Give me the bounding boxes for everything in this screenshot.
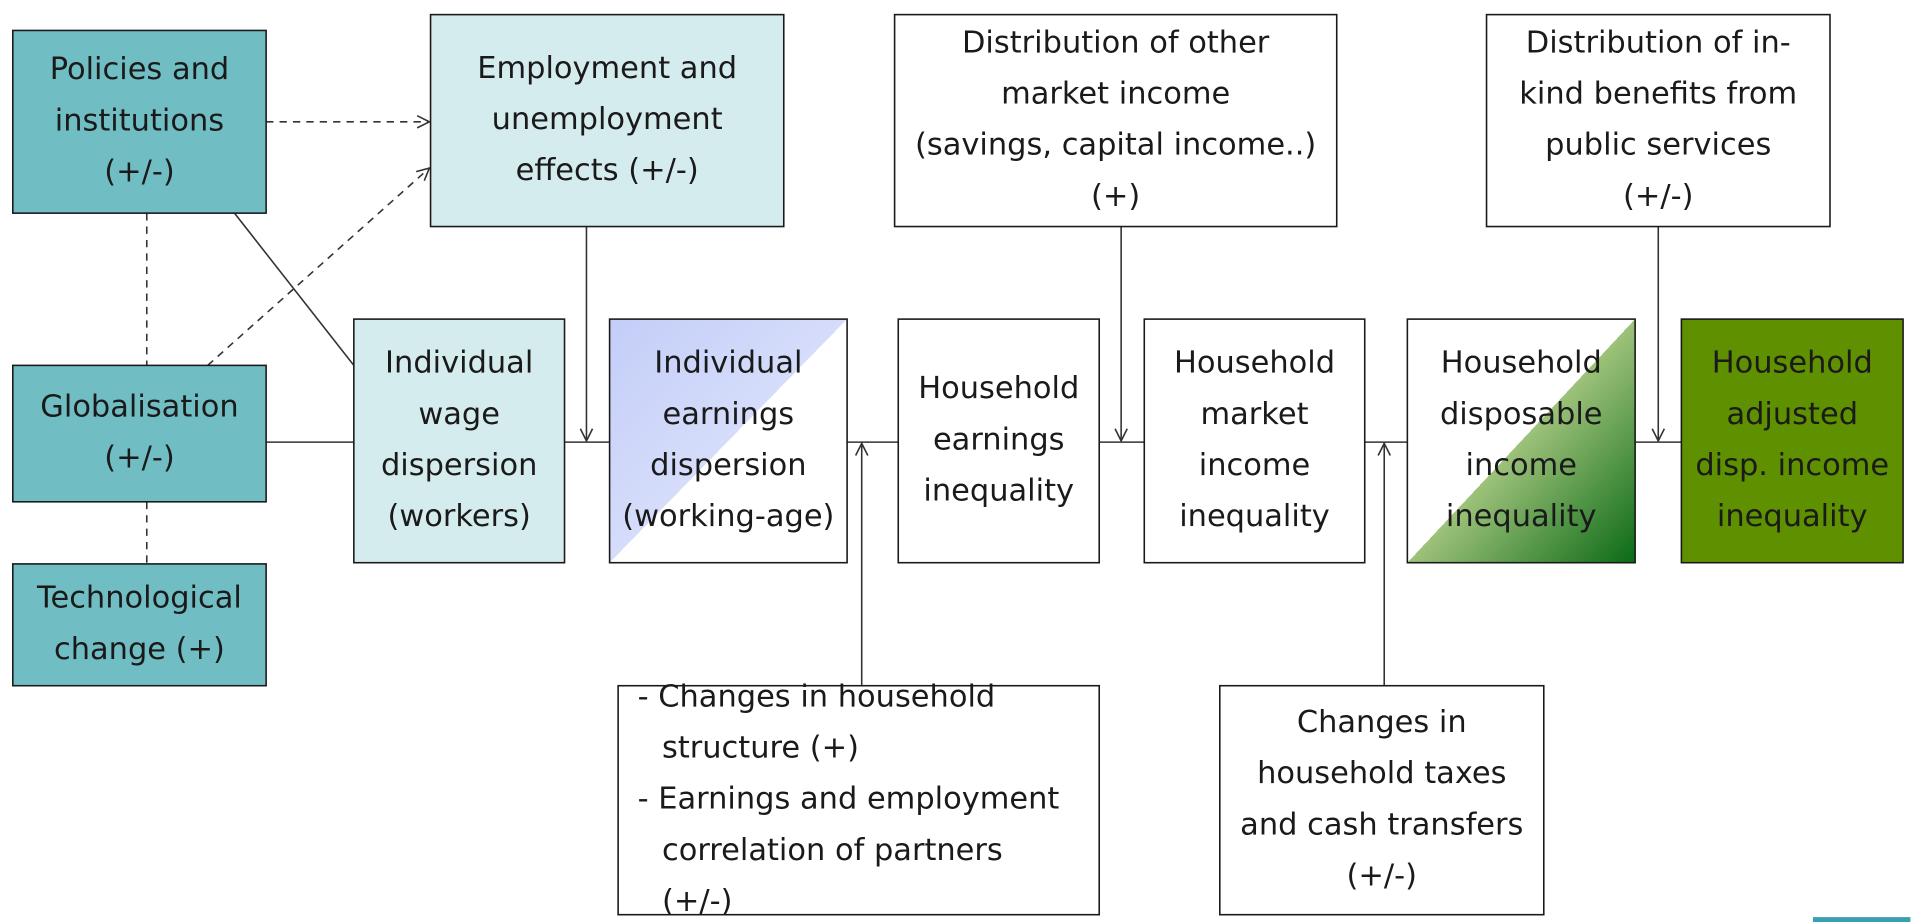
node-label: disp. income bbox=[1695, 448, 1889, 483]
node: Individual wage dispersion (workers) bbox=[353, 318, 566, 564]
node: Technological change (+) bbox=[12, 563, 267, 687]
connectors bbox=[145, 122, 1682, 686]
node-label: adjusted bbox=[1726, 397, 1858, 432]
node-label: (workers) bbox=[387, 499, 530, 534]
node-label: Distribution of other bbox=[962, 25, 1270, 60]
node-label: - Changes in household bbox=[638, 679, 996, 714]
node-label: change (+) bbox=[54, 632, 225, 667]
node-label: Individual bbox=[654, 346, 802, 381]
node-label: (savings, capital income..) bbox=[915, 128, 1316, 163]
node-label: Employment and bbox=[477, 51, 737, 86]
node-box bbox=[12, 29, 267, 214]
node-label: correlation of partners bbox=[662, 833, 1003, 868]
node-label: kind benefits from bbox=[1519, 77, 1797, 112]
node-label: structure (+) bbox=[662, 731, 859, 766]
node-label: market income bbox=[1001, 77, 1230, 112]
node: Household market income inequality bbox=[1143, 318, 1366, 564]
node-label: Household bbox=[1441, 346, 1602, 381]
node-label: earnings bbox=[933, 422, 1065, 457]
connector bbox=[233, 212, 355, 366]
node-box bbox=[12, 364, 267, 503]
node-label: inequality bbox=[1446, 499, 1597, 534]
node: Employment and unemployment effects (+/-) bbox=[429, 13, 785, 228]
node-box bbox=[1219, 684, 1545, 916]
node-label: Household bbox=[918, 371, 1079, 406]
node-label: effects (+/-) bbox=[516, 153, 699, 188]
node-label: Policies and bbox=[50, 52, 230, 87]
node-box bbox=[1680, 318, 1904, 564]
node-label: Household bbox=[1712, 346, 1873, 381]
node-label: and cash transfers bbox=[1240, 807, 1523, 842]
node-label: (+/-) bbox=[1623, 179, 1694, 214]
node: Changes in household taxes and cash transf… bbox=[1219, 684, 1545, 916]
node-label: Globalisation bbox=[40, 390, 238, 425]
node-label: inequality bbox=[1179, 499, 1330, 534]
node-box bbox=[1485, 13, 1831, 228]
node-label: inequality bbox=[923, 474, 1074, 509]
node-box bbox=[608, 318, 848, 564]
node: Distribution of other market income (savin… bbox=[893, 13, 1338, 228]
node-label: market bbox=[1200, 397, 1308, 432]
node: Globalisation (+/-) bbox=[12, 364, 267, 503]
node-label: household taxes bbox=[1257, 756, 1506, 791]
node-box bbox=[12, 563, 267, 687]
node: Individual earnings dispersion (working-age… bbox=[608, 318, 848, 564]
node-box bbox=[353, 318, 566, 564]
node: Distribution of in-kind benefits from pub… bbox=[1485, 13, 1831, 228]
node-label: earnings bbox=[663, 397, 795, 432]
node-label: institutions bbox=[55, 103, 224, 138]
node: Household disposable income inequality bbox=[1406, 318, 1636, 564]
node-label: Changes in bbox=[1297, 705, 1467, 740]
node-label: dispersion bbox=[381, 448, 537, 483]
node-label: dispersion bbox=[650, 448, 806, 483]
node-box bbox=[617, 684, 1101, 916]
node-box bbox=[893, 13, 1338, 228]
node-label: Individual bbox=[385, 346, 533, 381]
decoration bbox=[1812, 917, 1911, 922]
node-label: (working-age) bbox=[622, 499, 834, 534]
arrow bbox=[207, 168, 430, 366]
node-label: public services bbox=[1545, 128, 1771, 163]
node: - Changes in household structure (+) - Ear… bbox=[617, 679, 1101, 919]
node-label: (+/-) bbox=[104, 154, 175, 189]
node: Household earnings inequality bbox=[897, 318, 1101, 564]
node-label: Household bbox=[1174, 346, 1335, 381]
node-box bbox=[1143, 318, 1366, 564]
node-box bbox=[429, 13, 785, 228]
node-label: (+/-) bbox=[662, 884, 733, 919]
node: Household adjusted disp. income inequality bbox=[1680, 318, 1904, 564]
node-label: Distribution of in- bbox=[1526, 25, 1791, 60]
node-box bbox=[1406, 318, 1636, 564]
node-label: income bbox=[1199, 448, 1310, 483]
node-label: unemployment bbox=[492, 102, 723, 137]
node-label: wage bbox=[418, 397, 500, 432]
node: Policies and institutions (+/-) bbox=[12, 29, 267, 214]
node-label: (+/-) bbox=[104, 441, 175, 476]
node-label: inequality bbox=[1717, 499, 1868, 534]
node-label: disposable bbox=[1440, 397, 1603, 432]
node-label: (+) bbox=[1091, 179, 1140, 214]
node-label: - Earnings and employment bbox=[638, 782, 1060, 817]
node-label: (+/-) bbox=[1347, 858, 1418, 893]
node-label: income bbox=[1466, 448, 1577, 483]
node-label: Technological bbox=[36, 581, 242, 616]
node-box bbox=[897, 318, 1101, 564]
